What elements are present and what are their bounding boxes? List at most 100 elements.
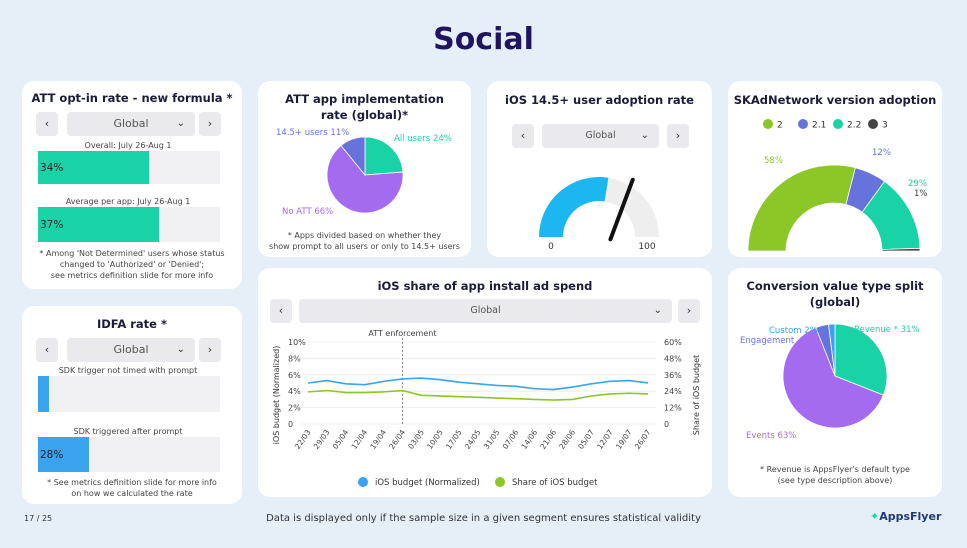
- att-impl-title-line1: ATT app implementation: [285, 92, 444, 106]
- att-impl-slice-1: [326, 144, 404, 214]
- x-tick-12: 14/06: [520, 428, 540, 451]
- idfa-bar2-label: SDK triggered after prompt: [73, 427, 183, 436]
- ios-adoption-next-button[interactable]: ›: [667, 124, 689, 148]
- footer-note: Data is displayed only if the sample siz…: [266, 513, 701, 524]
- conv-label-3: Custom 2%: [769, 326, 818, 336]
- chevron-down-icon: ⌄: [640, 130, 649, 141]
- att-optin-bar1-value: 34%: [40, 161, 64, 174]
- chevron-down-icon: ⌄: [176, 344, 185, 355]
- att-impl-title-line2: rate (global)*: [320, 108, 409, 122]
- conv-value-pie-chart: Revenue * 31% Events 63% EngagementCustom …: [740, 323, 920, 441]
- idfa-region-value: Global: [113, 343, 149, 356]
- left-tick-3: 4%: [288, 387, 301, 396]
- idfa-title: IDFA rate *: [96, 317, 167, 331]
- skad-legend-label-2: 2.2: [847, 121, 861, 131]
- skad-data-label-3: 1%: [914, 189, 928, 199]
- att-impl-slice-0: [364, 136, 404, 176]
- att-impl-label-0: All users 24%: [394, 134, 452, 144]
- att-optin-region-select[interactable]: Global ⌄: [67, 112, 195, 136]
- legend-label-1: Share of iOS budget: [512, 478, 598, 488]
- skad-legend-marker-2: [833, 119, 843, 129]
- right-tick-2: 36%: [664, 371, 682, 380]
- ios-share-title: iOS share of app install ad spend: [377, 279, 593, 293]
- ios-adoption-card: iOS 14.5+ user adoption rate ‹ Global ⌄ …: [487, 81, 712, 257]
- att-optin-bar2-value: 37%: [40, 218, 64, 231]
- left-tick-2: 6%: [288, 371, 301, 380]
- skad-legend-label-1: 2.1: [812, 121, 826, 131]
- y-axis-left-label: iOS budget (Normalized): [272, 346, 281, 445]
- skad-data-label-1: 12%: [872, 148, 891, 158]
- att-optin-bar2: 37%: [38, 207, 220, 242]
- idfa-note-line2: on how we calculated the rate: [71, 489, 193, 498]
- x-tick-15: 05/07: [576, 428, 596, 451]
- x-tick-7: 10/05: [425, 428, 445, 451]
- att-impl-title: ATT app implementation rate (global)*: [258, 91, 471, 123]
- conv-value-title-line1: Conversion value type split: [746, 279, 924, 293]
- att-optin-note-line3: see metrics definition slide for more in…: [50, 271, 214, 280]
- conv-value-note: * Revenue is AppsFlyer's default type (s…: [732, 464, 938, 486]
- y-axis-right-label: Share of iOS budget: [692, 355, 701, 435]
- conv-slice-1: [782, 327, 884, 429]
- page-title: Social: [433, 22, 534, 57]
- conv-value-title: Conversion value type split (global): [728, 278, 942, 310]
- ios-adoption-region-select[interactable]: Global ⌄: [542, 124, 659, 148]
- att-impl-note-line1: * Apps divided based on whether they: [287, 231, 442, 240]
- x-tick-2: 05/04: [331, 428, 351, 451]
- appsflyer-logo-icon: ✦: [870, 510, 880, 523]
- x-tick-6: 03/05: [406, 428, 426, 451]
- conv-value-note-line2: (see type description above): [777, 476, 893, 485]
- skad-segment-0: [747, 164, 856, 251]
- att-impl-label-2: 14.5+ users 11%: [276, 128, 349, 138]
- att-optin-prev-button[interactable]: ‹: [36, 112, 58, 136]
- idfa-next-button[interactable]: ›: [199, 338, 221, 362]
- att-optin-note: * Among 'Not Determined' users whose sta…: [28, 248, 236, 281]
- left-tick-5: 0: [288, 420, 293, 429]
- conv-slice-3: [828, 323, 836, 377]
- legend-label-0: iOS budget (Normalized): [375, 478, 480, 488]
- att-optin-card: ATT opt-in rate - new formula * ‹ Global…: [22, 81, 242, 289]
- ios-share-line-chart: 10% 60% 8% 48% 6% 36% 4% 24% 2% 12% 0 0 iOS budget (…: [272, 329, 701, 488]
- att-impl-note-line2: show prompt to all users or only to 14.5…: [269, 242, 460, 251]
- conv-label-0: Revenue * 31%: [854, 325, 920, 335]
- idfa-region-select[interactable]: Global ⌄: [67, 338, 195, 362]
- gauge-needle: [608, 177, 635, 242]
- chevron-down-icon: ⌄: [653, 305, 662, 316]
- right-tick-0: 60%: [664, 338, 682, 347]
- legend-marker-1: [495, 477, 505, 487]
- ios-adoption-region-value: Global: [585, 130, 616, 141]
- ios-share-region-select[interactable]: Global ⌄: [299, 299, 672, 323]
- right-tick-4: 12%: [664, 404, 682, 413]
- ios-adoption-prev-button[interactable]: ‹: [512, 124, 534, 148]
- skad-title: SKAdNetwork version adoption: [733, 93, 937, 107]
- skad-segment-3: [881, 247, 921, 251]
- appsflyer-logo-text: AppsFlyer: [879, 510, 942, 523]
- idfa-prev-button[interactable]: ‹: [36, 338, 58, 362]
- right-tick-3: 24%: [664, 387, 682, 396]
- chevron-down-icon: ⌄: [176, 118, 185, 129]
- att-optin-note-line2: changed to 'Authorized' or 'Denied';: [59, 260, 205, 269]
- att-optin-title: ATT opt-in rate - new formula *: [31, 91, 233, 105]
- x-tick-13: 21/06: [538, 428, 558, 451]
- x-tick-11: 07/06: [501, 428, 521, 451]
- idfa-bar1-label: SDK trigger not timed with prompt: [58, 366, 198, 375]
- x-tick-1: 29/03: [312, 428, 332, 451]
- ios-share-next-button[interactable]: ›: [678, 299, 700, 323]
- x-tick-3: 12/04: [350, 428, 370, 451]
- skad-legend-label-3: 3: [882, 121, 888, 131]
- x-tick-10: 31/05: [482, 428, 502, 451]
- x-tick-8: 17/05: [444, 428, 464, 451]
- att-impl-slice-2: [340, 136, 366, 177]
- series-line-1: [307, 389, 649, 401]
- appsflyer-logo: ✦AppsFlyer: [870, 510, 941, 523]
- idfa-note-line1: * See metrics definition slide for more …: [47, 478, 217, 487]
- conv-value-title-line2: (global): [809, 295, 861, 309]
- left-tick-4: 2%: [288, 404, 301, 413]
- att-impl-pie-chart: All users 24% No ATT 66% 14.5+ users 11%: [276, 128, 452, 217]
- x-tick-4: 19/04: [368, 428, 388, 451]
- att-optin-next-button[interactable]: ›: [199, 112, 221, 136]
- idfa-bar2-fill: [38, 437, 89, 472]
- x-tick-0: 22/03: [293, 428, 313, 451]
- conv-value-card: Conversion value type split (global) Rev…: [728, 268, 942, 497]
- x-tick-16: 12/07: [595, 428, 615, 451]
- ios-share-prev-button[interactable]: ‹: [270, 299, 292, 323]
